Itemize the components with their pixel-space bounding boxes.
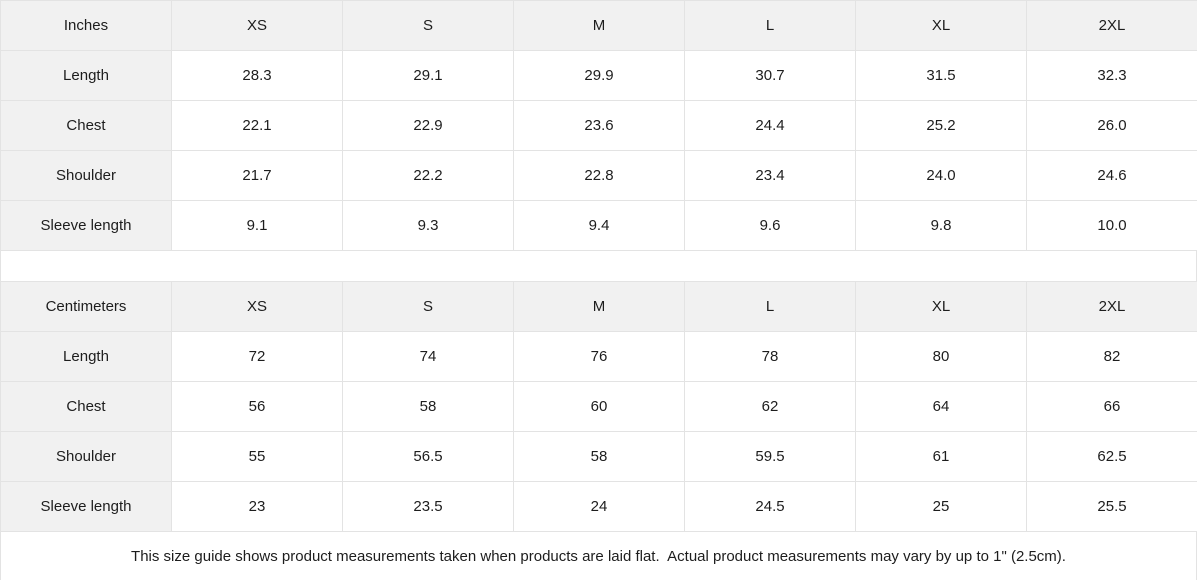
- size-table-centimeters: Centimeters XS S M L XL 2XL Length 72 74…: [0, 281, 1197, 532]
- header-row: Inches XS S M L XL 2XL: [0, 0, 1197, 51]
- cell-cm-length-xs: 72: [171, 331, 343, 382]
- row-label-shoulder: Shoulder: [0, 150, 172, 201]
- unit-label-inches: Inches: [0, 0, 172, 51]
- cell-cm-shoulder-xl: 61: [855, 431, 1027, 482]
- cell-inches-shoulder-l: 23.4: [684, 150, 856, 201]
- cell-cm-length-xl: 80: [855, 331, 1027, 382]
- cell-inches-shoulder-xs: 21.7: [171, 150, 343, 201]
- cell-inches-chest-l: 24.4: [684, 100, 856, 151]
- cell-inches-chest-2xl: 26.0: [1026, 100, 1197, 151]
- table-separator: [0, 251, 1197, 281]
- cell-cm-shoulder-2xl: 62.5: [1026, 431, 1197, 482]
- table-row: Length 28.3 29.1 29.9 30.7 31.5 32.3: [0, 50, 1197, 101]
- cell-cm-chest-l: 62: [684, 381, 856, 432]
- cell-inches-sleeve-l: 9.6: [684, 200, 856, 251]
- table-row: Chest 22.1 22.9 23.6 24.4 25.2 26.0: [0, 100, 1197, 151]
- cell-cm-shoulder-l: 59.5: [684, 431, 856, 482]
- cell-cm-length-l: 78: [684, 331, 856, 382]
- cell-inches-length-2xl: 32.3: [1026, 50, 1197, 101]
- table-row: Chest 56 58 60 62 64 66: [0, 381, 1197, 432]
- table-row: Length 72 74 76 78 80 82: [0, 331, 1197, 382]
- column-header-size-l: L: [684, 281, 856, 332]
- cell-cm-shoulder-s: 56.5: [342, 431, 514, 482]
- cell-cm-shoulder-xs: 55: [171, 431, 343, 482]
- cell-cm-sleeve-xs: 23: [171, 481, 343, 532]
- column-header-size-s: S: [342, 0, 514, 51]
- cell-cm-length-2xl: 82: [1026, 331, 1197, 382]
- table-row: Shoulder 55 56.5 58 59.5 61 62.5: [0, 431, 1197, 482]
- column-header-size-xl: XL: [855, 281, 1027, 332]
- column-header-size-m: M: [513, 0, 685, 51]
- cell-inches-length-l: 30.7: [684, 50, 856, 101]
- cell-cm-chest-s: 58: [342, 381, 514, 432]
- cell-inches-chest-m: 23.6: [513, 100, 685, 151]
- cell-cm-chest-xl: 64: [855, 381, 1027, 432]
- cell-inches-chest-s: 22.9: [342, 100, 514, 151]
- column-header-size-xl: XL: [855, 0, 1027, 51]
- cell-cm-sleeve-s: 23.5: [342, 481, 514, 532]
- cell-cm-chest-m: 60: [513, 381, 685, 432]
- cell-cm-length-s: 74: [342, 331, 514, 382]
- cell-inches-sleeve-s: 9.3: [342, 200, 514, 251]
- column-header-size-xs: XS: [171, 281, 343, 332]
- cell-cm-sleeve-l: 24.5: [684, 481, 856, 532]
- cell-inches-length-xs: 28.3: [171, 50, 343, 101]
- header-row: Centimeters XS S M L XL 2XL: [0, 281, 1197, 332]
- cell-inches-length-xl: 31.5: [855, 50, 1027, 101]
- cell-inches-sleeve-2xl: 10.0: [1026, 200, 1197, 251]
- cell-cm-length-m: 76: [513, 331, 685, 382]
- cell-inches-length-s: 29.1: [342, 50, 514, 101]
- cell-cm-sleeve-m: 24: [513, 481, 685, 532]
- cell-inches-sleeve-xl: 9.8: [855, 200, 1027, 251]
- size-table-inches-header: Inches XS S M L XL 2XL: [0, 0, 1197, 51]
- cell-cm-chest-xs: 56: [171, 381, 343, 432]
- column-header-size-xs: XS: [171, 0, 343, 51]
- cell-inches-chest-xs: 22.1: [171, 100, 343, 151]
- cell-inches-shoulder-2xl: 24.6: [1026, 150, 1197, 201]
- table-row: Sleeve length 23 23.5 24 24.5 25 25.5: [0, 481, 1197, 532]
- cell-inches-shoulder-xl: 24.0: [855, 150, 1027, 201]
- table-row: Shoulder 21.7 22.2 22.8 23.4 24.0 24.6: [0, 150, 1197, 201]
- cell-cm-chest-2xl: 66: [1026, 381, 1197, 432]
- column-header-size-2xl: 2XL: [1026, 281, 1197, 332]
- cell-inches-shoulder-s: 22.2: [342, 150, 514, 201]
- cell-cm-sleeve-xl: 25: [855, 481, 1027, 532]
- cell-inches-shoulder-m: 22.8: [513, 150, 685, 201]
- size-table-centimeters-body: Length 72 74 76 78 80 82 Chest 56 58 60 …: [0, 331, 1197, 532]
- cell-cm-sleeve-2xl: 25.5: [1026, 481, 1197, 532]
- size-guide-footnote: This size guide shows product measuremen…: [0, 532, 1197, 580]
- row-label-length: Length: [0, 331, 172, 382]
- column-header-size-s: S: [342, 281, 514, 332]
- row-label-shoulder: Shoulder: [0, 431, 172, 482]
- unit-label-centimeters: Centimeters: [0, 281, 172, 332]
- cell-cm-shoulder-m: 58: [513, 431, 685, 482]
- row-label-chest: Chest: [0, 100, 172, 151]
- size-table-inches-body: Length 28.3 29.1 29.9 30.7 31.5 32.3 Che…: [0, 50, 1197, 251]
- column-header-size-2xl: 2XL: [1026, 0, 1197, 51]
- column-header-size-m: M: [513, 281, 685, 332]
- column-header-size-l: L: [684, 0, 856, 51]
- row-label-sleeve-length: Sleeve length: [0, 200, 172, 251]
- row-label-length: Length: [0, 50, 172, 101]
- table-row: Sleeve length 9.1 9.3 9.4 9.6 9.8 10.0: [0, 200, 1197, 251]
- cell-inches-length-m: 29.9: [513, 50, 685, 101]
- cell-inches-sleeve-xs: 9.1: [171, 200, 343, 251]
- cell-inches-chest-xl: 25.2: [855, 100, 1027, 151]
- row-label-sleeve-length: Sleeve length: [0, 481, 172, 532]
- row-label-chest: Chest: [0, 381, 172, 432]
- size-table-inches: Inches XS S M L XL 2XL Length 28.3 29.1 …: [0, 0, 1197, 251]
- size-table-centimeters-header: Centimeters XS S M L XL 2XL: [0, 281, 1197, 332]
- cell-inches-sleeve-m: 9.4: [513, 200, 685, 251]
